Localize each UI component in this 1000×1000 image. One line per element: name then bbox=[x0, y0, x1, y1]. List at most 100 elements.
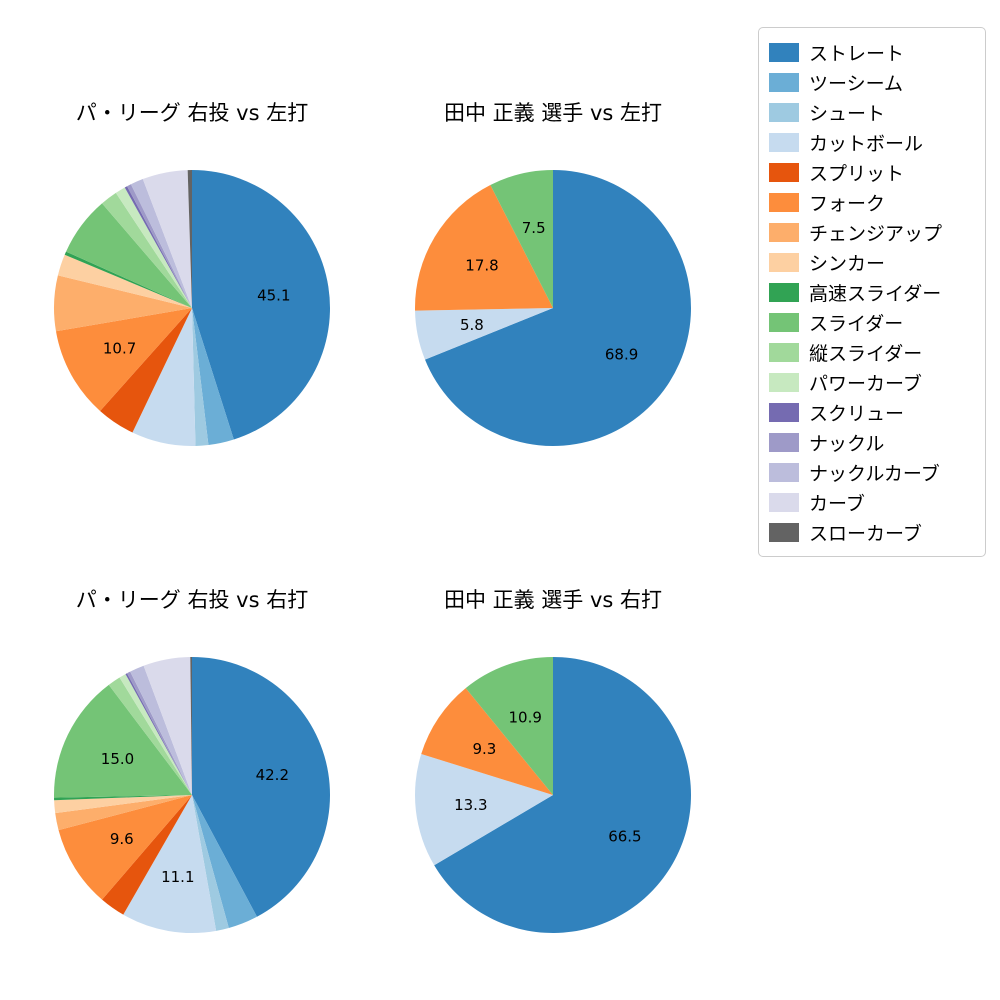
legend-label: スライダー bbox=[809, 312, 904, 335]
pie-slice bbox=[143, 657, 192, 795]
pie-slice bbox=[192, 795, 257, 928]
legend-item: ナックル bbox=[769, 427, 975, 457]
pie-slice bbox=[192, 657, 331, 917]
pie-slice bbox=[54, 795, 192, 801]
pie-slice bbox=[64, 251, 192, 308]
pie-slice bbox=[142, 170, 192, 308]
pie-slice-value-label: 7.5 bbox=[522, 219, 546, 237]
legend-item: スライダー bbox=[769, 307, 975, 337]
pie-slice bbox=[55, 795, 193, 831]
pie-slice-value-label: 42.2 bbox=[256, 766, 289, 784]
pie-slice bbox=[192, 308, 234, 446]
pie-chart-tanaka-vs-right: 田中 正義 選手 vs 右打 66.5 13.3 9.3 10.9 bbox=[403, 587, 703, 952]
legend-label: ストレート bbox=[809, 42, 905, 65]
pie-slice bbox=[127, 671, 192, 795]
legend-color-swatch bbox=[769, 282, 799, 302]
pie-slice bbox=[125, 673, 192, 795]
pie-slice-value-label: 68.9 bbox=[605, 346, 638, 364]
pie-slice bbox=[119, 674, 192, 795]
legend-item: パワーカーブ bbox=[769, 367, 975, 397]
pie-slice bbox=[490, 170, 553, 308]
legend-label: ツーシーム bbox=[809, 72, 904, 95]
pie-slice bbox=[54, 795, 192, 814]
pie-chart: 42.2 11.1 9.6 15.0 bbox=[53, 657, 331, 934]
pie-chart-pa-league-vs-left: パ・リーグ 右投 vs 左打 45.1 10.7 bbox=[42, 100, 342, 465]
legend-item: スローカーブ bbox=[769, 517, 975, 547]
pie-slice bbox=[192, 170, 330, 440]
legend-label: ナックル bbox=[809, 432, 885, 455]
legend-color-swatch bbox=[769, 222, 799, 242]
pie-slice bbox=[123, 795, 217, 934]
legend-item: 縦スライダー bbox=[769, 337, 975, 367]
pie-slice bbox=[58, 795, 192, 900]
pie-slice bbox=[132, 308, 196, 447]
legend-label: シュート bbox=[809, 102, 886, 125]
pie-slice bbox=[192, 795, 229, 931]
pie-slice bbox=[414, 185, 553, 311]
pie-slice bbox=[115, 187, 192, 308]
pie-slice-value-label: 66.5 bbox=[608, 827, 641, 845]
pie-slice bbox=[421, 688, 553, 795]
pie-slice-value-label: 11.1 bbox=[161, 868, 194, 886]
legend-label: 縦スライダー bbox=[809, 342, 923, 365]
pie-slice bbox=[130, 179, 192, 308]
pie-slice-value-label: 13.3 bbox=[454, 796, 487, 814]
pie-slice-value-label: 5.8 bbox=[460, 316, 484, 334]
legend-label: カットボール bbox=[809, 132, 924, 155]
legend-color-swatch bbox=[769, 432, 799, 452]
pie-slice bbox=[465, 657, 553, 795]
pie-slice bbox=[53, 275, 193, 332]
legend-item: カーブ bbox=[769, 487, 975, 517]
pie-chart-pa-league-vs-right: パ・リーグ 右投 vs 右打 42.2 11.1 9.6 15.0 bbox=[42, 587, 342, 952]
legend-item: シュート bbox=[769, 97, 975, 127]
chart-title: 田中 正義 選手 vs 左打 bbox=[443, 101, 663, 125]
legend-color-swatch bbox=[769, 72, 799, 92]
pie-chart-tanaka-vs-left: 田中 正義 選手 vs 左打 68.9 5.8 17.8 7.5 bbox=[403, 100, 703, 465]
pie-slice bbox=[108, 677, 192, 795]
legend-color-swatch bbox=[769, 522, 799, 542]
legend: ストレートツーシームシュートカットボール スプリットフォークチェンジアップ シンカー… bbox=[758, 27, 986, 557]
pie-slice bbox=[192, 308, 209, 446]
legend-label: カーブ bbox=[809, 492, 865, 515]
legend-label: スローカーブ bbox=[809, 522, 922, 545]
legend-color-swatch bbox=[769, 312, 799, 332]
pie-slice bbox=[190, 657, 192, 795]
chart-title: パ・リーグ 右投 vs 右打 bbox=[75, 588, 309, 612]
legend-label: シンカー bbox=[809, 252, 886, 275]
legend-label: チェンジアップ bbox=[809, 222, 943, 245]
legend-item: チェンジアップ bbox=[769, 217, 975, 247]
legend-color-swatch bbox=[769, 372, 799, 392]
pie-slice bbox=[187, 170, 192, 308]
legend-label: スクリュー bbox=[809, 402, 905, 425]
legend-color-swatch bbox=[769, 42, 799, 62]
legend-label: フォーク bbox=[809, 192, 886, 215]
chart-title: 田中 正義 選手 vs 右打 bbox=[443, 588, 663, 612]
pie-slice bbox=[127, 184, 192, 308]
pie-slice bbox=[100, 308, 192, 433]
legend-item: フォーク bbox=[769, 187, 975, 217]
pie-slice bbox=[415, 308, 553, 360]
legend-color-swatch bbox=[769, 162, 799, 182]
pie-slice bbox=[425, 170, 691, 446]
legend-color-swatch bbox=[769, 492, 799, 512]
pie-slice bbox=[55, 308, 193, 411]
legend-item: 高速スライダー bbox=[769, 277, 975, 307]
legend-color-swatch bbox=[769, 102, 799, 122]
legend-color-swatch bbox=[769, 132, 799, 152]
pie-slice-value-label: 45.1 bbox=[257, 287, 290, 305]
legend-color-swatch bbox=[769, 252, 799, 272]
legend-label: スプリット bbox=[809, 162, 905, 185]
pie-slice-value-label: 10.7 bbox=[103, 339, 136, 357]
legend-color-swatch bbox=[769, 462, 799, 482]
pie-slice bbox=[66, 203, 192, 308]
pie-slice-value-label: 15.0 bbox=[101, 750, 134, 768]
pie-slice bbox=[415, 754, 553, 866]
legend-label: 高速スライダー bbox=[809, 282, 942, 305]
pie-slice bbox=[57, 254, 192, 308]
legend-item: ストレート bbox=[769, 37, 975, 67]
legend-item: ナックルカーブ bbox=[769, 457, 975, 487]
legend-item: シンカー bbox=[769, 247, 975, 277]
legend-item: スクリュー bbox=[769, 397, 975, 427]
pie-slice-value-label: 9.6 bbox=[110, 830, 134, 848]
